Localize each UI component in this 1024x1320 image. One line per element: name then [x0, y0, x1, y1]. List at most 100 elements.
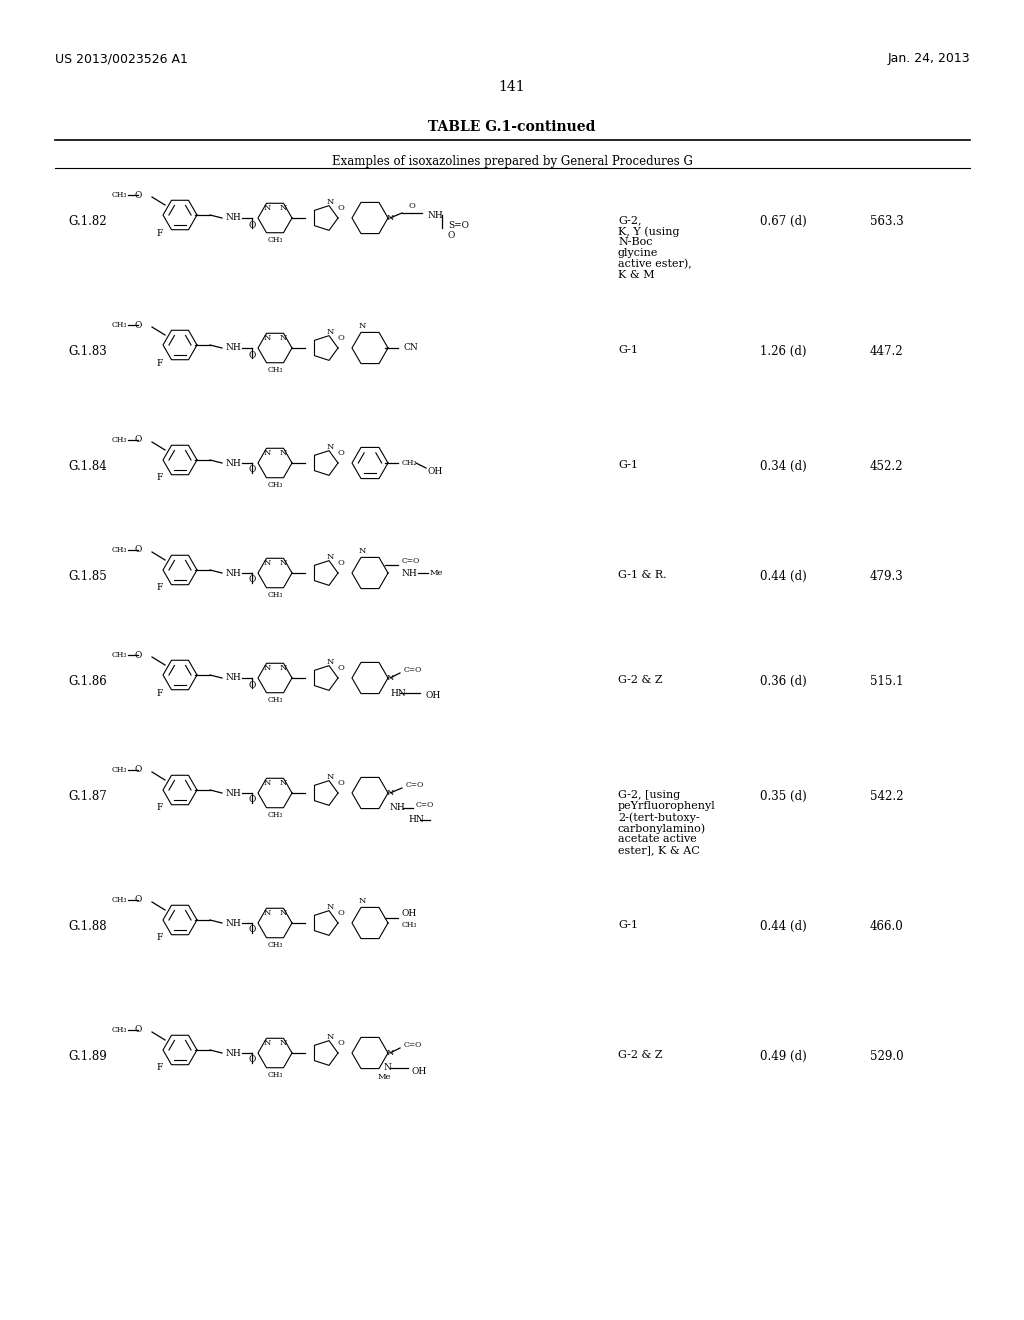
Text: F: F [157, 359, 163, 367]
Text: N: N [384, 1064, 392, 1072]
Text: US 2013/0023526 A1: US 2013/0023526 A1 [55, 51, 187, 65]
Text: 1.26 (d): 1.26 (d) [760, 345, 807, 358]
Text: OH: OH [402, 908, 417, 917]
Text: NH: NH [226, 673, 242, 682]
Text: CH₃: CH₃ [112, 546, 127, 554]
Text: O: O [338, 205, 344, 213]
Text: 447.2: 447.2 [870, 345, 903, 358]
Text: O: O [134, 766, 141, 775]
Text: N: N [280, 449, 287, 457]
Text: 542.2: 542.2 [870, 789, 903, 803]
Text: CN: CN [404, 343, 419, 352]
Text: O: O [338, 664, 344, 672]
Text: 563.3: 563.3 [870, 215, 904, 228]
Text: N: N [263, 449, 270, 457]
Text: F: F [157, 1064, 163, 1072]
Text: 0.36 (d): 0.36 (d) [760, 675, 807, 688]
Text: C=O: C=O [406, 781, 424, 789]
Text: C=O: C=O [404, 667, 422, 675]
Text: Jan. 24, 2013: Jan. 24, 2013 [888, 51, 970, 65]
Text: G.1.84: G.1.84 [68, 459, 106, 473]
Text: CH₃: CH₃ [267, 810, 283, 818]
Text: N: N [280, 558, 287, 568]
Text: acetate active: acetate active [618, 834, 696, 843]
Text: O: O [338, 449, 344, 457]
Text: O: O [338, 909, 344, 917]
Text: CH₃: CH₃ [267, 366, 283, 374]
Text: G.1.82: G.1.82 [68, 215, 106, 228]
Text: OH: OH [412, 1067, 427, 1076]
Text: G-1: G-1 [618, 345, 638, 355]
Text: CH₃: CH₃ [112, 436, 127, 444]
Text: CH₂: CH₂ [402, 459, 418, 467]
Text: NH: NH [226, 569, 242, 578]
Text: N: N [280, 664, 287, 672]
Text: 141: 141 [499, 81, 525, 94]
Text: O: O [134, 190, 141, 199]
Text: CH₃: CH₃ [267, 236, 283, 244]
Text: N: N [358, 546, 366, 554]
Text: 0.34 (d): 0.34 (d) [760, 459, 807, 473]
Text: N: N [327, 553, 334, 561]
Text: N: N [327, 327, 334, 337]
Text: G-1 & R.: G-1 & R. [618, 570, 667, 579]
Text: O: O [248, 681, 256, 689]
Text: NH: NH [226, 919, 242, 928]
Text: G.1.87: G.1.87 [68, 789, 106, 803]
Text: N: N [263, 664, 270, 672]
Text: G-2 & Z: G-2 & Z [618, 1049, 663, 1060]
Text: F: F [157, 933, 163, 942]
Text: N: N [280, 1039, 287, 1047]
Text: 0.35 (d): 0.35 (d) [760, 789, 807, 803]
Text: carbonylamino): carbonylamino) [618, 822, 707, 833]
Text: O: O [449, 231, 456, 240]
Text: F: F [157, 804, 163, 813]
Text: 466.0: 466.0 [870, 920, 904, 933]
Text: O: O [409, 202, 416, 210]
Text: G-1: G-1 [618, 920, 638, 931]
Text: N: N [263, 558, 270, 568]
Text: G-2, [using: G-2, [using [618, 789, 680, 800]
Text: G.1.88: G.1.88 [68, 920, 106, 933]
Text: 479.3: 479.3 [870, 570, 904, 583]
Text: N: N [280, 909, 287, 917]
Text: O: O [248, 351, 256, 359]
Text: O: O [338, 558, 344, 568]
Text: CH₃: CH₃ [112, 766, 127, 774]
Text: NH: NH [390, 804, 406, 813]
Text: N: N [358, 322, 366, 330]
Text: 515.1: 515.1 [870, 675, 903, 688]
Text: 529.0: 529.0 [870, 1049, 903, 1063]
Text: CH₃: CH₃ [267, 1071, 283, 1078]
Text: C=O: C=O [402, 557, 420, 565]
Text: O: O [248, 576, 256, 585]
Text: N: N [263, 205, 270, 213]
Text: F: F [157, 474, 163, 483]
Text: F: F [157, 689, 163, 697]
Text: N: N [327, 774, 334, 781]
Text: N: N [280, 334, 287, 342]
Text: TABLE G.1-continued: TABLE G.1-continued [428, 120, 596, 135]
Text: O: O [134, 545, 141, 554]
Text: OH: OH [428, 466, 443, 475]
Text: G-2 & Z: G-2 & Z [618, 675, 663, 685]
Text: NH: NH [226, 214, 242, 223]
Text: 0.44 (d): 0.44 (d) [760, 570, 807, 583]
Text: N-Boc: N-Boc [618, 238, 652, 247]
Text: NH: NH [226, 458, 242, 467]
Text: 0.44 (d): 0.44 (d) [760, 920, 807, 933]
Text: K & M: K & M [618, 271, 654, 280]
Text: Me: Me [378, 1073, 391, 1081]
Text: N: N [280, 205, 287, 213]
Text: C=O: C=O [416, 801, 434, 809]
Text: G-2,: G-2, [618, 215, 641, 224]
Text: HN: HN [408, 816, 424, 825]
Text: 0.67 (d): 0.67 (d) [760, 215, 807, 228]
Text: C=O: C=O [404, 1041, 422, 1049]
Text: O: O [134, 436, 141, 445]
Text: O: O [248, 925, 256, 935]
Text: N: N [327, 657, 334, 667]
Text: F: F [157, 583, 163, 593]
Text: N: N [386, 1049, 393, 1057]
Text: O: O [338, 1039, 344, 1047]
